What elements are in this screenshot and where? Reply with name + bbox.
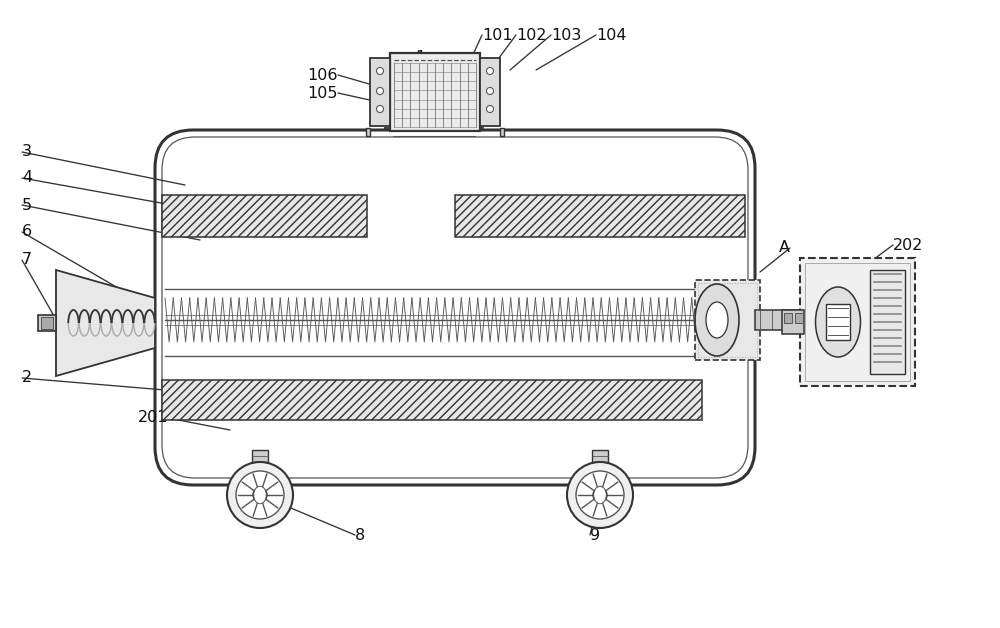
Bar (390, 53, 480, 131)
Ellipse shape (816, 287, 860, 357)
Bar (41, 317, 53, 329)
Text: 102: 102 (516, 28, 546, 43)
Bar (826, 304, 850, 340)
Bar (755, 310, 800, 330)
Text: 3: 3 (22, 144, 32, 160)
Bar (38, 315, 56, 331)
Text: 202: 202 (893, 237, 923, 252)
Bar (805, 263, 910, 381)
Text: 104: 104 (596, 28, 626, 43)
Bar (162, 195, 367, 237)
Ellipse shape (695, 284, 739, 356)
Circle shape (227, 462, 293, 528)
Bar (784, 313, 792, 323)
Bar (252, 450, 268, 462)
Bar (800, 258, 915, 386)
Text: 2: 2 (22, 371, 32, 386)
Bar (795, 313, 803, 323)
Bar (455, 195, 745, 237)
Text: 4: 4 (22, 170, 32, 185)
Text: 9: 9 (590, 528, 600, 543)
Ellipse shape (706, 302, 728, 338)
Bar (500, 128, 504, 136)
Bar (870, 270, 905, 374)
Circle shape (567, 462, 633, 528)
Polygon shape (56, 270, 155, 376)
Ellipse shape (594, 486, 606, 504)
Bar (162, 380, 702, 420)
Text: 105: 105 (308, 85, 338, 100)
Text: 1: 1 (415, 50, 425, 65)
Circle shape (376, 87, 384, 94)
Text: 103: 103 (551, 28, 581, 43)
Ellipse shape (254, 486, 266, 504)
Bar (782, 310, 804, 334)
Text: 6: 6 (22, 224, 32, 239)
Text: 201: 201 (138, 411, 168, 426)
Bar (366, 128, 370, 136)
Text: 7: 7 (22, 252, 32, 268)
Circle shape (486, 106, 494, 112)
Text: 101: 101 (482, 28, 513, 43)
Bar (480, 58, 500, 126)
Circle shape (253, 488, 267, 502)
Text: A: A (779, 241, 790, 256)
Bar (695, 280, 760, 360)
Circle shape (486, 67, 494, 75)
Circle shape (486, 87, 494, 94)
Text: 8: 8 (355, 528, 365, 543)
Circle shape (236, 471, 284, 519)
Circle shape (593, 488, 607, 502)
FancyBboxPatch shape (155, 130, 755, 485)
Text: 106: 106 (308, 67, 338, 82)
Text: 5: 5 (22, 197, 32, 212)
Bar (698, 283, 757, 357)
Circle shape (576, 471, 624, 519)
Bar (370, 58, 390, 126)
Circle shape (376, 67, 384, 75)
Bar (592, 450, 608, 462)
Circle shape (376, 106, 384, 112)
